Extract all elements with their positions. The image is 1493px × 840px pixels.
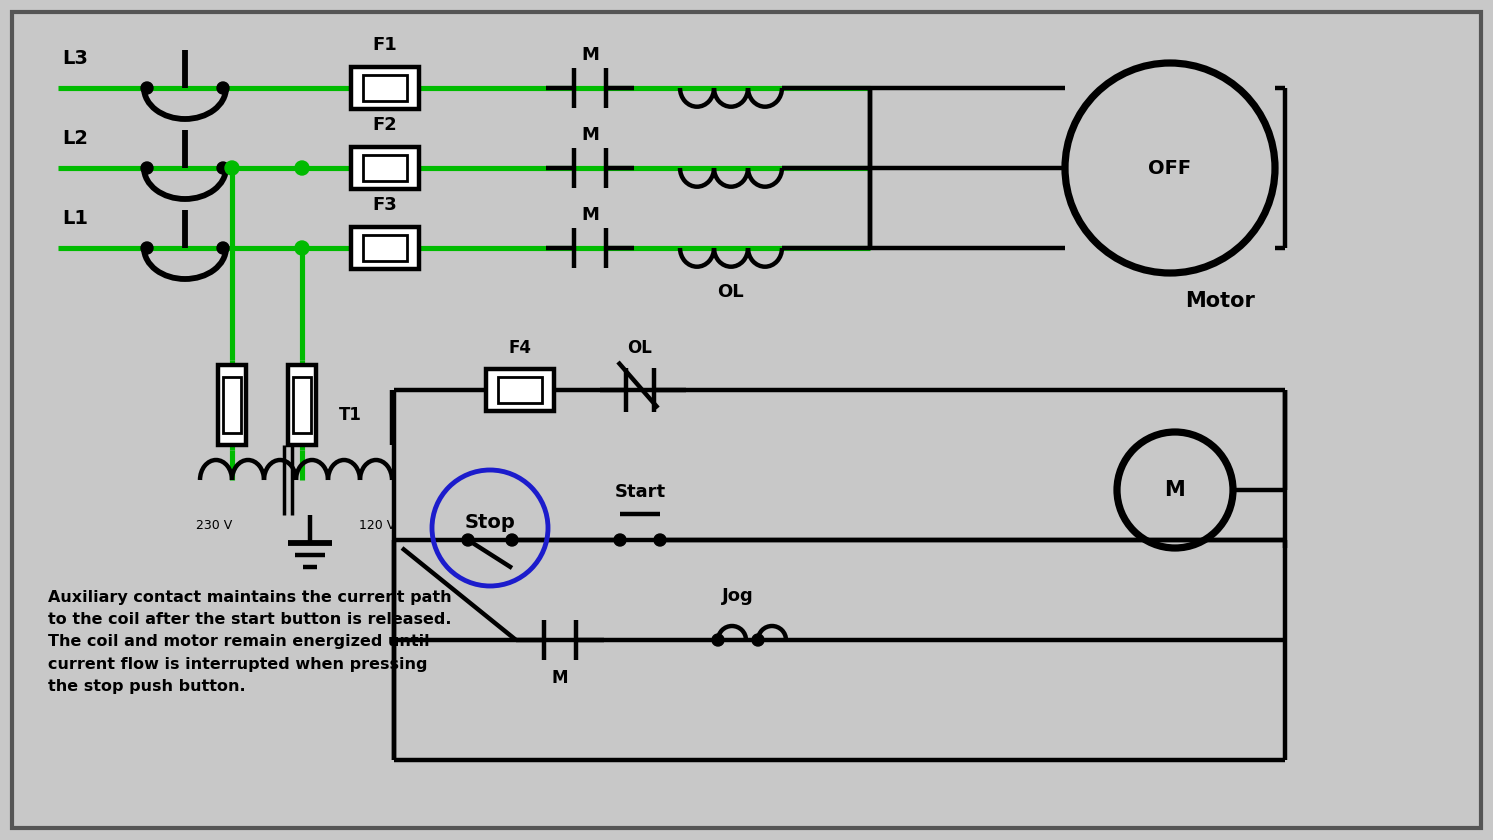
Circle shape xyxy=(216,242,228,254)
Text: F1: F1 xyxy=(373,36,397,54)
Circle shape xyxy=(752,634,764,646)
Text: F3: F3 xyxy=(373,196,397,214)
Text: M: M xyxy=(581,126,599,144)
Circle shape xyxy=(216,162,228,174)
Circle shape xyxy=(225,161,239,175)
Text: F4: F4 xyxy=(509,339,532,357)
Bar xyxy=(222,377,240,433)
Circle shape xyxy=(461,534,473,546)
Circle shape xyxy=(506,534,518,546)
Text: OL: OL xyxy=(717,283,744,301)
Text: OFF: OFF xyxy=(1148,159,1191,177)
Text: L2: L2 xyxy=(63,129,88,148)
Bar xyxy=(351,227,420,269)
Circle shape xyxy=(654,534,666,546)
Circle shape xyxy=(614,534,626,546)
Bar xyxy=(499,377,542,403)
Text: OL: OL xyxy=(627,339,652,357)
Text: Jog: Jog xyxy=(723,587,754,605)
Text: 120 V: 120 V xyxy=(358,518,396,532)
Bar xyxy=(351,147,420,189)
Bar xyxy=(351,67,420,109)
Bar xyxy=(487,369,554,411)
Text: F2: F2 xyxy=(373,116,397,134)
Bar xyxy=(363,75,408,101)
Text: M: M xyxy=(581,46,599,64)
Text: Motor: Motor xyxy=(1185,291,1256,311)
Text: M: M xyxy=(581,206,599,224)
Circle shape xyxy=(296,241,309,255)
Bar xyxy=(288,365,317,445)
Circle shape xyxy=(216,82,228,94)
Circle shape xyxy=(140,162,152,174)
Text: Auxiliary contact maintains the current path
to the coil after the start button : Auxiliary contact maintains the current … xyxy=(48,590,451,694)
Circle shape xyxy=(712,634,724,646)
Bar xyxy=(293,377,311,433)
Bar xyxy=(363,155,408,181)
Bar xyxy=(363,235,408,261)
Text: Stop: Stop xyxy=(464,512,515,532)
Text: M: M xyxy=(552,669,569,687)
Circle shape xyxy=(140,242,152,254)
Text: T1: T1 xyxy=(339,406,361,424)
Text: M: M xyxy=(1165,480,1185,500)
Text: Start: Start xyxy=(615,483,666,501)
Bar xyxy=(218,365,246,445)
Circle shape xyxy=(296,161,309,175)
Text: 230 V: 230 V xyxy=(196,518,231,532)
Text: L1: L1 xyxy=(63,208,88,228)
Circle shape xyxy=(140,82,152,94)
Text: L3: L3 xyxy=(63,49,88,67)
